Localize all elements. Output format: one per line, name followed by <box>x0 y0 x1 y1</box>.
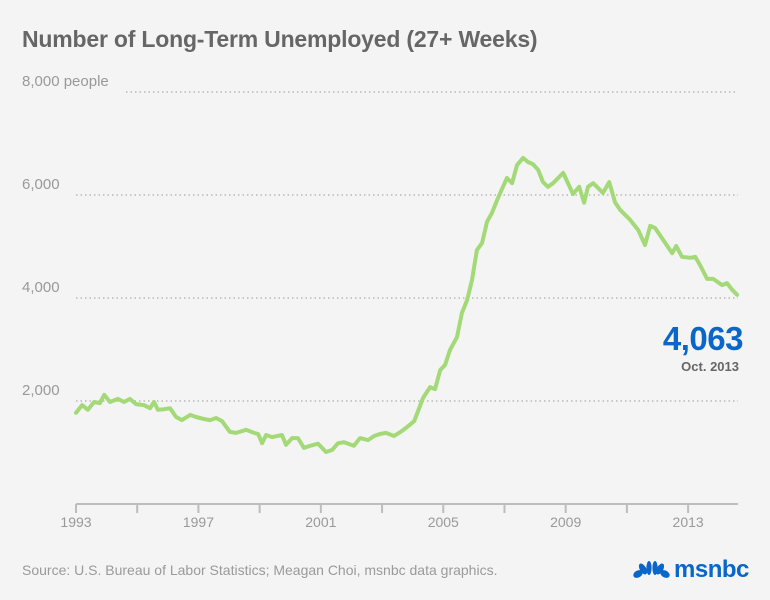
y-tick-label: 8,000 people <box>22 73 109 90</box>
source-note: Source: U.S. Bureau of Labor Statistics;… <box>22 562 498 578</box>
series-line <box>74 155 740 454</box>
x-tick-label: 2013 <box>673 514 704 530</box>
logo-text: msnbc <box>674 556 749 583</box>
y-tick-label: 2,000 <box>22 382 60 399</box>
x-tick-label: 2005 <box>428 514 459 530</box>
latest-value-callout: 4,063 <box>662 320 744 357</box>
latest-value-date: Oct. 2013 <box>681 359 739 374</box>
msnbc-logo: msnbc <box>632 556 749 584</box>
x-tick-label: 1993 <box>60 514 91 530</box>
y-tick-label: 4,000 <box>22 279 60 296</box>
peacock-icon <box>633 561 670 578</box>
y-tick-label: 6,000 <box>22 176 60 193</box>
x-tick-label: 2009 <box>550 514 581 530</box>
x-tick-label: 1997 <box>183 514 214 530</box>
x-tick-label: 2001 <box>305 514 336 530</box>
chart-title: Number of Long-Term Unemployed (27+ Week… <box>22 26 538 52</box>
